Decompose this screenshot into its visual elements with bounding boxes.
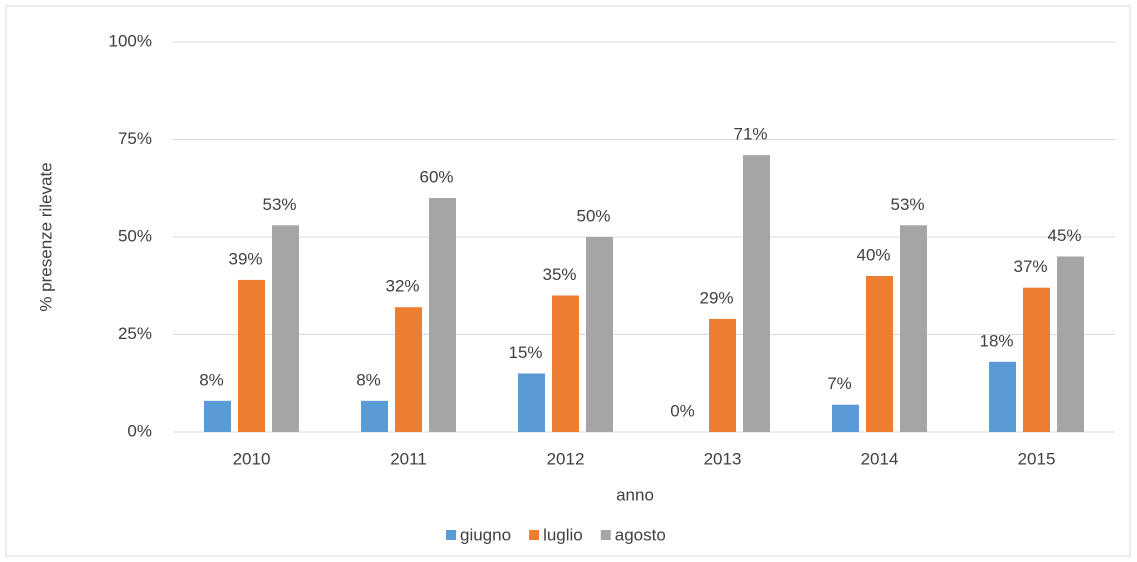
y-tick-label: 100% [109,31,152,50]
x-axis-title: anno [616,485,654,504]
x-tick-label: 2010 [233,449,271,468]
x-tick-label: 2014 [861,449,899,468]
bar [1057,256,1084,432]
value-label: 39% [228,249,262,268]
value-label: 37% [1013,257,1047,276]
legend-swatch [600,530,611,540]
value-label: 60% [419,167,453,186]
value-label: 50% [576,206,610,225]
bar [743,155,770,432]
bar [866,276,893,432]
legend-swatch [529,530,540,540]
value-label: 45% [1047,226,1081,245]
chart-frame [5,5,1131,557]
value-label: 29% [699,288,733,307]
value-label: 32% [385,277,419,296]
value-label: 71% [733,125,767,144]
x-tick-label: 2012 [547,449,585,468]
value-label: 15% [508,343,542,362]
bar [272,225,299,432]
y-axis-title: % presenze rilevate [36,162,55,311]
value-label: 8% [199,370,224,389]
bar [238,279,265,432]
value-label: 40% [856,245,890,264]
x-tick-label: 2013 [704,449,742,468]
value-label: 18% [979,331,1013,350]
y-tick-label: 75% [118,129,152,148]
legend-label: luglio [543,525,583,544]
bar [709,318,736,432]
y-tick-label: 50% [118,226,152,245]
value-label: 35% [542,265,576,284]
bar [518,373,545,432]
value-label: 0% [670,401,695,420]
value-label: 53% [890,195,924,214]
bar [361,400,388,432]
bar [204,400,231,432]
bar [586,237,613,432]
value-label: 8% [356,370,381,389]
value-label: 53% [262,195,296,214]
y-tick-label: 0% [127,421,152,440]
bar [900,225,927,432]
x-tick-label: 2011 [390,449,427,468]
legend-swatch [446,530,456,540]
bar [1023,287,1050,432]
bar [989,361,1016,432]
bar [429,198,456,432]
bar [832,404,859,432]
value-label: 7% [827,374,852,393]
x-tick-label: 2015 [1018,449,1056,468]
y-tick-label: 25% [118,324,152,343]
bar [395,307,422,432]
bar [552,295,579,432]
legend-label: giugno [460,525,511,544]
legend-label: agosto [615,525,666,544]
